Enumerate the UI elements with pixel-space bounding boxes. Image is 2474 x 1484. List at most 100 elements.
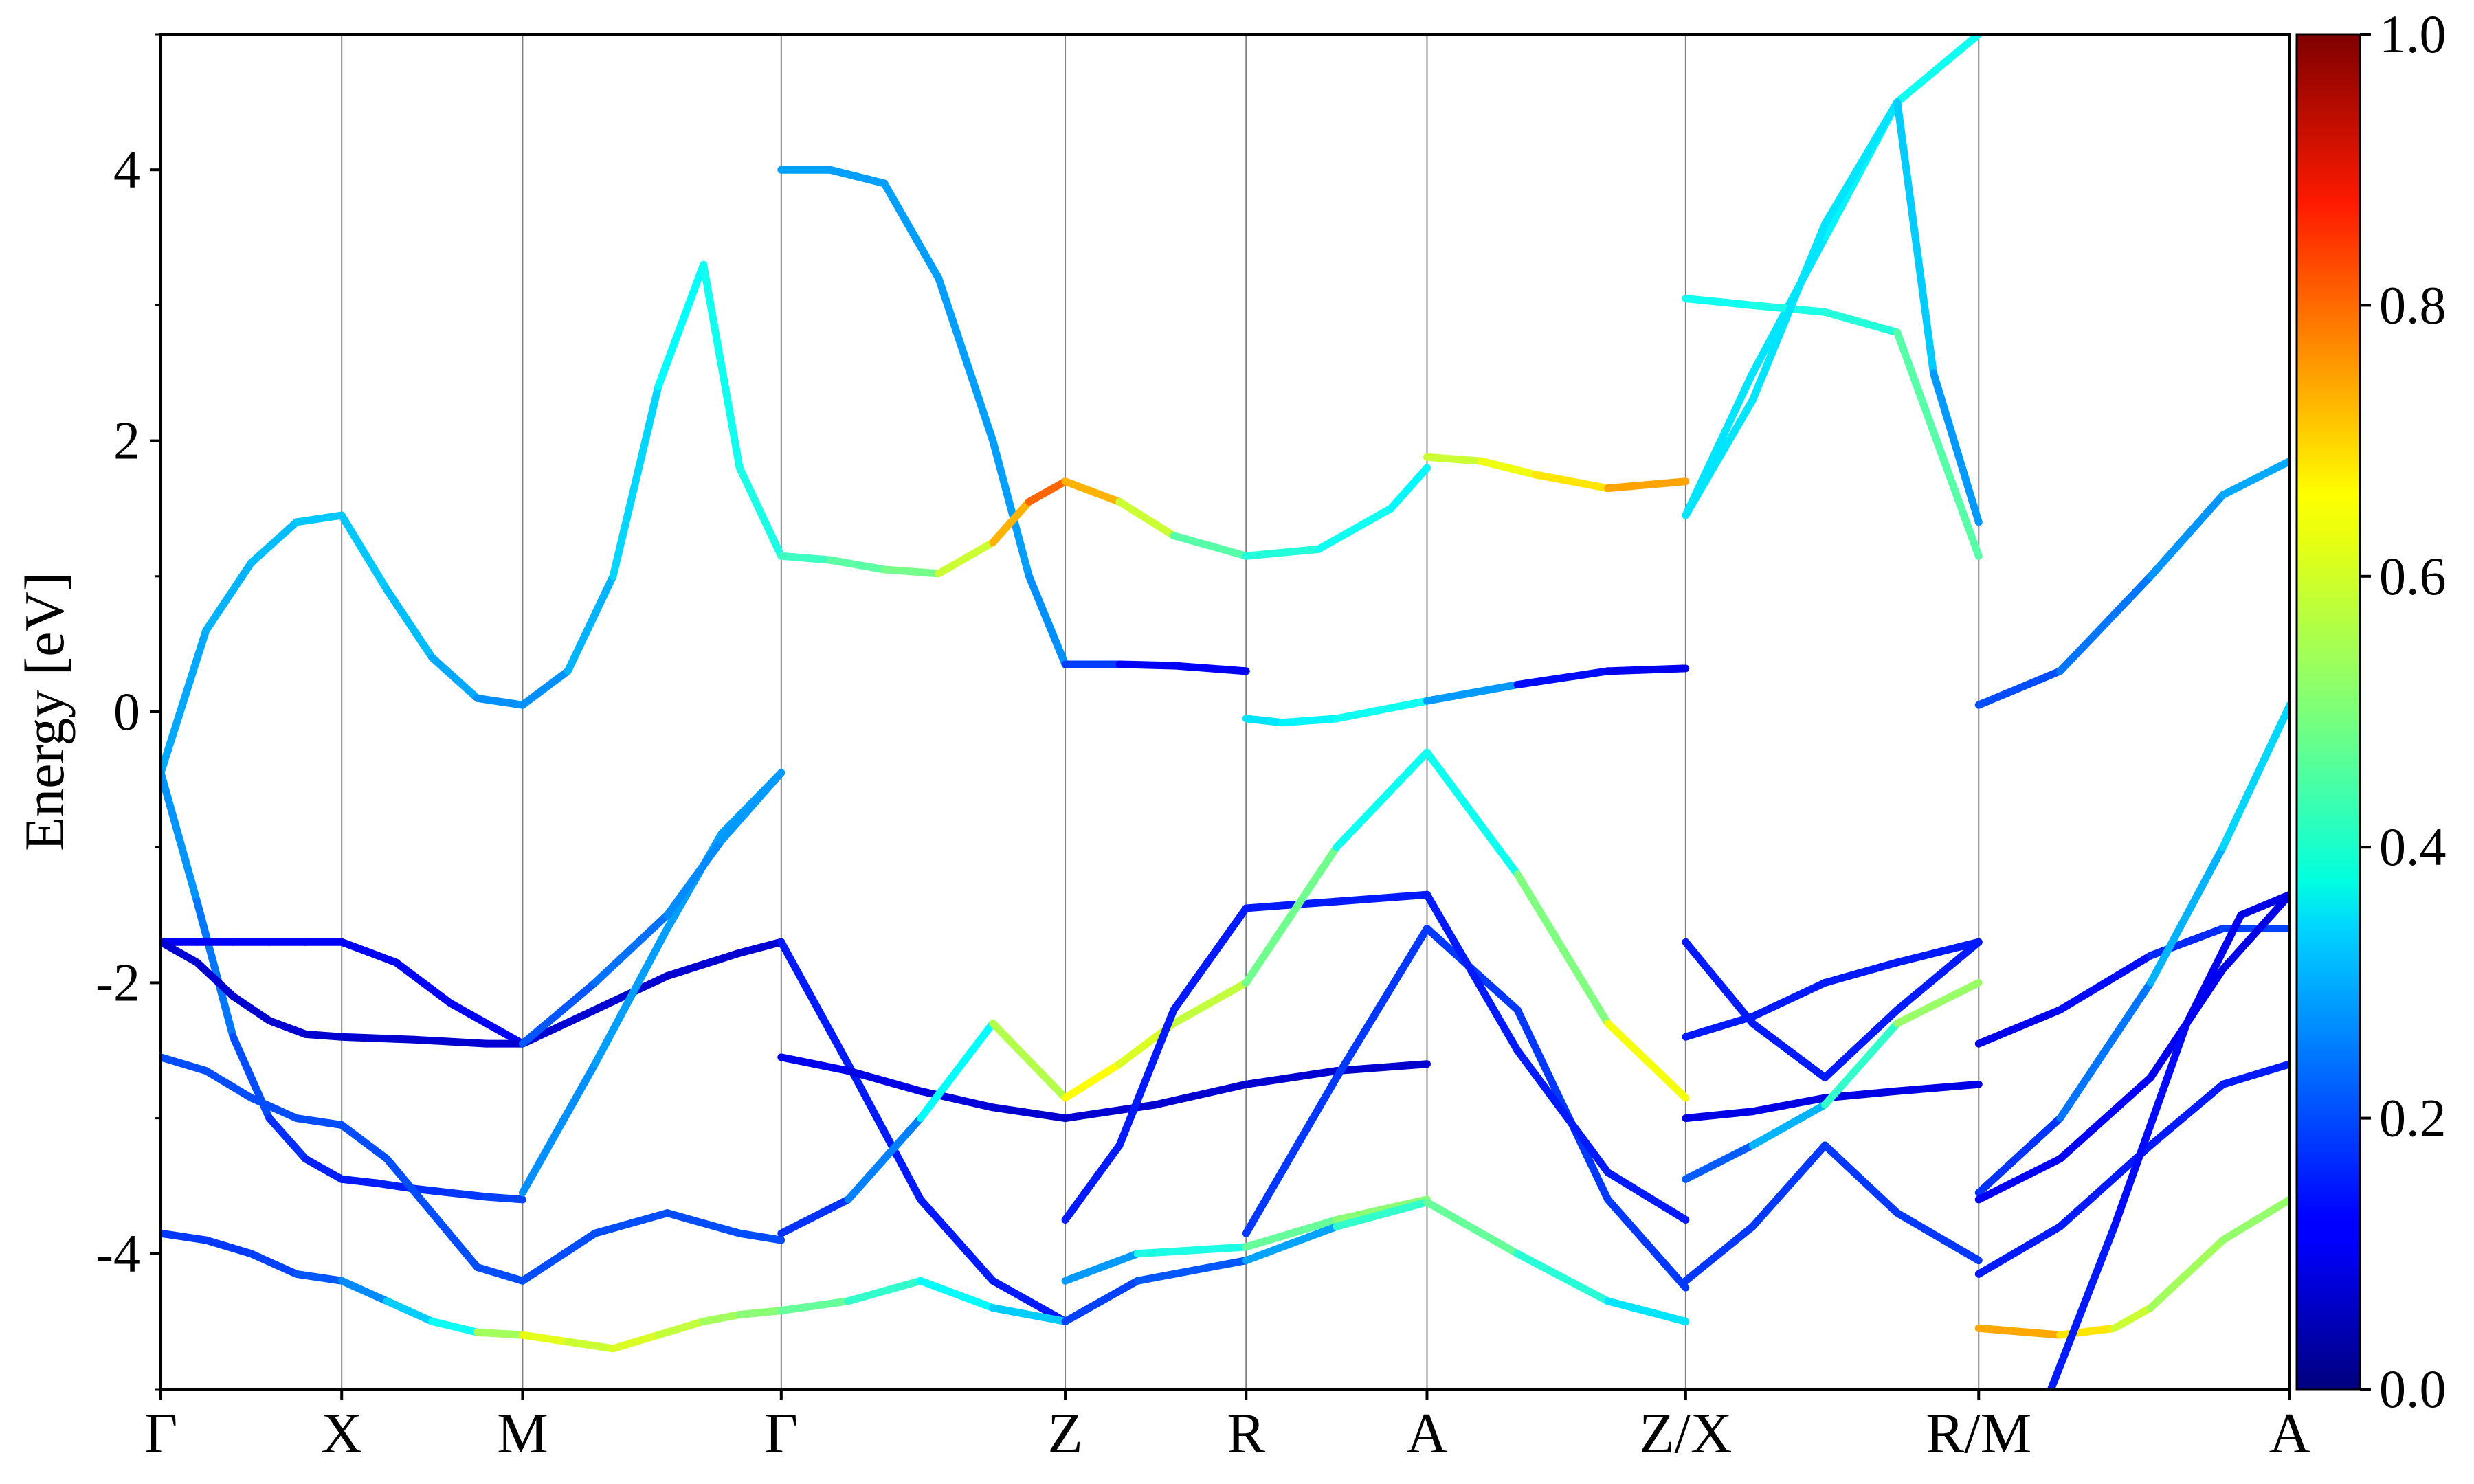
band-segment [1513,1046,1612,1176]
band-segment [1893,34,1983,106]
band-segment [1242,1067,1341,1088]
band-31 [1682,978,1983,1183]
band-segment [193,958,237,1000]
band-segment [777,938,852,1068]
band-segment [880,565,943,578]
band-21 [1242,748,1690,1102]
band-27 [1682,938,1983,1081]
x-tick-label: R [1227,1402,1265,1465]
band-segment [1513,1250,1612,1305]
band-30 [1682,1141,1983,1285]
band-segment [2219,701,2290,851]
band-segment [1974,1114,2064,1197]
band-segment [1242,843,1341,987]
band-segment [2056,1073,2154,1163]
band-segment [1242,1222,1341,1265]
band-segment [161,1229,210,1244]
band-20 [1061,1198,1431,1325]
band-segment [518,978,599,1048]
plot-frame [159,33,2291,1391]
band-segment [935,539,997,578]
band-segment [591,1209,671,1237]
band-segment [735,938,785,957]
colorbar-tick-label: 0.6 [2379,546,2447,606]
band-segment [1115,1006,1178,1149]
band-segment [202,559,256,635]
band-segment [1974,1222,2064,1278]
band-29 [1682,1080,1983,1123]
band-9 [777,166,1250,675]
band-segment [428,653,482,702]
band-segment [410,1035,491,1048]
band-segment [1682,295,1757,309]
band-segment [700,1311,744,1325]
band-segment [1929,369,1983,526]
band-segment [844,1067,924,1095]
band-segment [1682,1013,1757,1041]
band-segment [735,1307,785,1319]
band-segment [591,911,671,987]
band-segment [1604,664,1690,675]
band-segment [777,552,834,564]
band-segment [229,992,274,1025]
band-segment [989,1304,1069,1325]
band-segment [1893,938,1983,967]
band-segment [2110,1020,2191,1230]
colorbar-gradient [2295,33,2361,1391]
y-tick-label: 4 [113,139,140,199]
band-segment [337,1175,382,1187]
band-segment [1061,477,1124,506]
band-16 [1061,978,1250,1102]
band-segment [446,999,526,1048]
band-4 [161,938,785,1048]
band-segment [446,1189,491,1201]
band-segment [518,667,572,709]
band-12 [777,938,1069,1325]
band-segment [1893,978,1983,1028]
band-segment [1748,1094,1829,1116]
band-11 [1061,464,1431,560]
band-segment [1513,667,1612,689]
x-tick-label: Γ [765,1402,799,1465]
band-segment [473,1328,526,1339]
band-segment [2219,457,2290,499]
band-segment [1604,1195,1690,1292]
band-segment [1170,978,1250,1028]
x-tick-label: Γ [144,1402,178,1465]
band-segment [193,897,237,1041]
band-segment [654,260,708,391]
x-axis-ticks: Γ X M Γ Z R A Z/X R/M A [144,1389,2311,1465]
band-segment [1604,1020,1690,1102]
band-segment [1061,1101,1160,1123]
band-segment [1387,464,1431,513]
band-segment [826,166,889,188]
band-segment [1531,471,1612,493]
band-segment [1025,477,1069,506]
band-segment [844,1060,924,1204]
band-segment [292,1270,346,1285]
band-5 [161,1053,785,1285]
band-segment [654,1317,708,1339]
colorbar-tick-label: 1.0 [2379,4,2447,64]
band-segment [1821,308,1902,337]
band-segment [1682,1222,1757,1285]
band-segment [777,1297,852,1315]
band-segment [916,1195,997,1285]
band-segment [383,1155,436,1217]
band-14 [777,1020,1069,1237]
band-13 [777,1053,1069,1123]
symmetry-gridlines [341,34,1980,1389]
band-segment [392,958,454,1007]
band-segment [989,497,1033,546]
band-segment [202,1236,256,1258]
band-24 [1423,1198,1690,1325]
band-segment [518,1331,572,1346]
band-segment [265,1017,310,1038]
band-segment [609,1331,662,1353]
band-segment [564,572,617,675]
band-segment [989,1103,1069,1123]
band-segment [337,938,400,967]
band-segment [1974,1324,2064,1339]
band-segment [1115,660,1178,670]
band-segment [1423,1198,1522,1258]
